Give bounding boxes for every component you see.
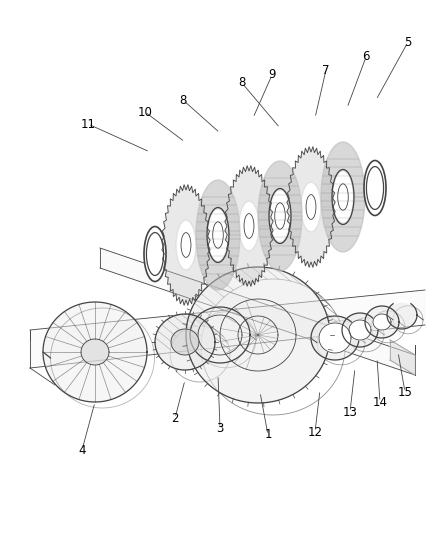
Ellipse shape: [144, 227, 166, 281]
Polygon shape: [349, 320, 371, 340]
Text: 4: 4: [78, 443, 86, 456]
Polygon shape: [100, 248, 415, 375]
Ellipse shape: [364, 160, 386, 215]
Polygon shape: [155, 314, 215, 370]
Text: 3: 3: [216, 422, 224, 434]
Polygon shape: [311, 316, 359, 360]
Text: 8: 8: [238, 77, 246, 90]
Polygon shape: [162, 185, 210, 305]
Text: 1: 1: [264, 429, 272, 441]
Text: 11: 11: [81, 117, 95, 131]
Polygon shape: [225, 166, 273, 286]
Text: 12: 12: [307, 425, 322, 439]
Text: 5: 5: [404, 36, 412, 49]
Polygon shape: [196, 180, 240, 290]
Text: 10: 10: [138, 106, 152, 118]
Text: 9: 9: [268, 69, 276, 82]
Text: 13: 13: [343, 406, 357, 418]
Polygon shape: [30, 290, 425, 368]
Polygon shape: [365, 306, 399, 338]
Polygon shape: [258, 161, 302, 271]
Polygon shape: [171, 329, 199, 355]
Polygon shape: [387, 301, 417, 329]
Text: 6: 6: [362, 51, 370, 63]
Text: 14: 14: [372, 395, 388, 408]
Polygon shape: [319, 323, 351, 353]
Text: 7: 7: [322, 63, 330, 77]
Polygon shape: [287, 147, 335, 268]
Text: 15: 15: [398, 385, 413, 399]
Polygon shape: [342, 313, 378, 347]
Polygon shape: [43, 302, 147, 402]
Polygon shape: [321, 142, 365, 252]
Polygon shape: [81, 339, 109, 365]
Text: 8: 8: [179, 93, 187, 107]
Polygon shape: [390, 340, 415, 375]
Polygon shape: [373, 314, 391, 330]
Text: 2: 2: [171, 411, 179, 424]
Polygon shape: [186, 267, 330, 403]
